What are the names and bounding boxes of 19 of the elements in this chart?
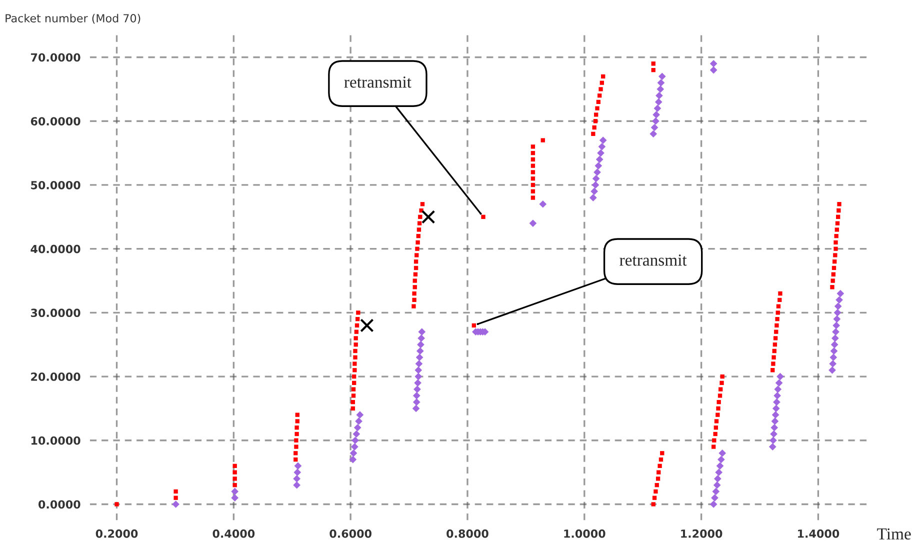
annotation: retransmit (620, 254, 687, 266)
x-tick-label: 1.4000 (798, 529, 840, 538)
y-tick-label: 40.0000 (30, 244, 80, 254)
x-tick-label: 0.2000 (96, 529, 138, 538)
y-tick-label: 30.0000 (30, 308, 80, 318)
y-tick-label: 60.0000 (30, 117, 80, 126)
x-tick-label: 1.2000 (681, 529, 722, 538)
x-tick-label: 0.6000 (330, 529, 372, 538)
x-tick-label: 0.4000 (212, 529, 255, 538)
y-tick-label: 70.0000 (30, 53, 80, 62)
y-axis-title: Packet number (Mod 70) (6, 14, 140, 24)
annotation: retransmit (344, 76, 412, 88)
y-tick-label: 50.0000 (31, 180, 80, 190)
x-tick-label: 1.0000 (564, 529, 606, 538)
x-axis-title: Time (877, 528, 911, 540)
x-tick-label: 0.8000 (446, 529, 488, 538)
y-tick-label: 20.0000 (31, 372, 80, 381)
y-tick-label: 10.0000 (31, 436, 80, 445)
y-tick-label: 0.0000 (38, 500, 80, 509)
